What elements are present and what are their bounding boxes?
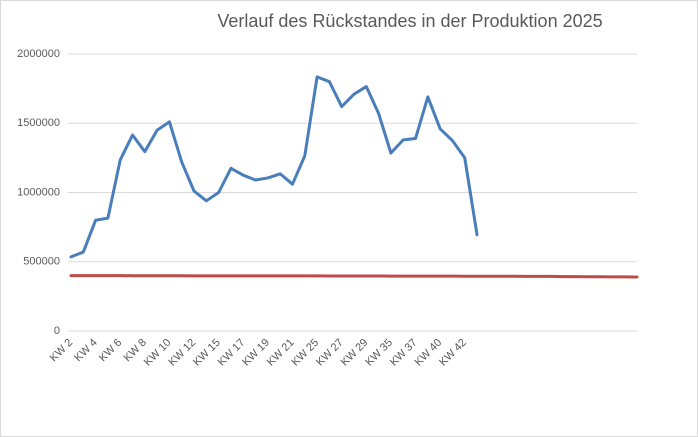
series-line <box>69 75 479 259</box>
y-tick-label: 0 <box>54 325 60 337</box>
chart-title: Verlauf des Rückstandes in der Produktio… <box>217 11 602 31</box>
y-tick-label: 2000000 <box>17 48 60 60</box>
y-tick-label: 1000000 <box>17 186 60 198</box>
series-line <box>69 274 639 279</box>
y-tick-label: 500000 <box>23 256 60 268</box>
y-tick-label: 1500000 <box>17 117 60 129</box>
